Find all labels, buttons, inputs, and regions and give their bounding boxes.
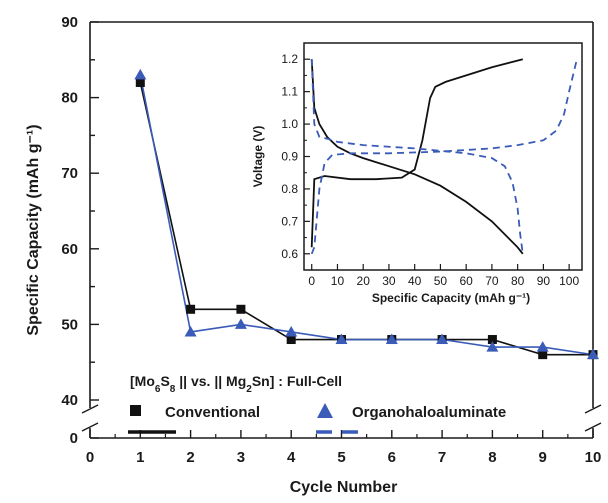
legend-label-organohaloaluminate: Organohaloaluminate [352, 404, 506, 421]
series-2-point [486, 341, 499, 352]
x-tick-label: 0 [86, 449, 94, 466]
inset-chart: 0.6 0.7 0.8 0.9 1.0 1.1 1.2 0 10 20 30 40 50 60 70 80 90… [251, 42, 583, 305]
inset-x-tick-label: 40 [408, 274, 422, 288]
series-1-point [538, 350, 548, 360]
x-tick-label: 1 [136, 449, 144, 466]
y-axis-break-right-slash-1 [584, 404, 602, 414]
x-tick-label: 5 [337, 449, 345, 466]
y-tick-label: 80 [61, 90, 78, 107]
series-2-point [335, 333, 348, 345]
series-2-point [134, 68, 147, 80]
y-tick-label: 40 [61, 392, 78, 409]
inset-y-tick-label: 0.9 [281, 150, 298, 164]
inset-series-1-curve-2 [310, 59, 524, 255]
x-tick-label: 9 [539, 449, 547, 466]
x-tick-label: 8 [488, 449, 496, 466]
x-tick-label: 4 [287, 449, 296, 466]
legend-label-conventional: Conventional [165, 404, 260, 421]
inset-x-tick-label: 20 [357, 274, 371, 288]
x-tick-label: 6 [388, 449, 396, 466]
inset-y-tick-label: 1.0 [281, 117, 298, 131]
series-line-2 [139, 74, 594, 356]
inset-x-tick-label: 70 [485, 274, 499, 288]
main-series [134, 68, 599, 360]
inset-x-tick-label: 100 [559, 274, 579, 288]
series-1-point [186, 304, 196, 314]
x-axis-title: Cycle Number [290, 479, 398, 496]
inset-x-tick-label: 0 [308, 274, 315, 288]
legend: [Mo6S8 || vs. || Mg2Sn] : Full-Cell Conve… [128, 373, 506, 434]
y-axis-break-left-slash-2 [81, 422, 99, 432]
inset-x-tick-label: 60 [459, 274, 473, 288]
series-1-point [487, 335, 497, 345]
y-tick-label: 60 [61, 241, 78, 258]
y-tick-label: 50 [61, 316, 78, 333]
series-1-point [286, 335, 296, 345]
y-axis-break-right-slash-2 [584, 422, 602, 432]
y-zero-tick-label: 0 [70, 430, 78, 447]
series-2-point [536, 341, 549, 352]
inset-y-tick-label: 0.8 [281, 182, 298, 196]
inset-frame [303, 42, 583, 271]
inset-x-tick-label: 50 [434, 274, 448, 288]
inset-x-tick-label: 80 [511, 274, 525, 288]
series-1-point [135, 77, 145, 87]
series-1-point [236, 304, 246, 314]
x-tick-label: 7 [438, 449, 446, 466]
inset-y-axis-title: Voltage (V) [251, 126, 265, 188]
series-2-point [184, 325, 197, 337]
y-axis-break-left-mask [82, 409, 98, 427]
series-2-point [234, 318, 247, 329]
inset-series-1-curve-1 [310, 58, 524, 248]
inset-series-2-curve-1 [310, 58, 578, 255]
inset-x-tick-label: 10 [331, 274, 345, 288]
inset-y-tick-label: 0.7 [281, 214, 298, 228]
inset-x-tick-label: 30 [382, 274, 396, 288]
inset-x-axis-title: Specific Capacity (mAh g⁻¹) [372, 291, 530, 305]
y-axis-title: Specific Capacity (mAh g⁻¹) [25, 124, 42, 335]
x-tick-label: 10 [585, 449, 602, 466]
legend-marker-conventional [130, 405, 141, 416]
y-axis-break-left [81, 404, 99, 432]
x-tick-label: 3 [237, 449, 245, 466]
series-2-point [587, 348, 599, 360]
inset-y-tick-label: 1.2 [281, 52, 298, 66]
y-tick-label: 90 [61, 14, 78, 31]
y-tick-label: 70 [61, 165, 78, 182]
series-2-point [385, 333, 398, 345]
inset-y-tick-label: 0.6 [281, 247, 298, 261]
series-2-point [436, 333, 449, 345]
x-tick-label: 2 [186, 449, 194, 466]
inset-x-tick-label: 90 [537, 274, 551, 288]
legend-marker-organohaloaluminate [317, 403, 333, 418]
legend-title: [Mo6S8 || vs. || Mg2Sn] : Full-Cell [130, 373, 342, 395]
y-axis-break-left-slash-1 [81, 404, 99, 414]
y-axis-break-right [584, 404, 602, 432]
inset-y-tick-label: 1.1 [281, 85, 298, 99]
y-axis-break-right-mask [585, 409, 601, 427]
series-2-point [285, 325, 298, 337]
